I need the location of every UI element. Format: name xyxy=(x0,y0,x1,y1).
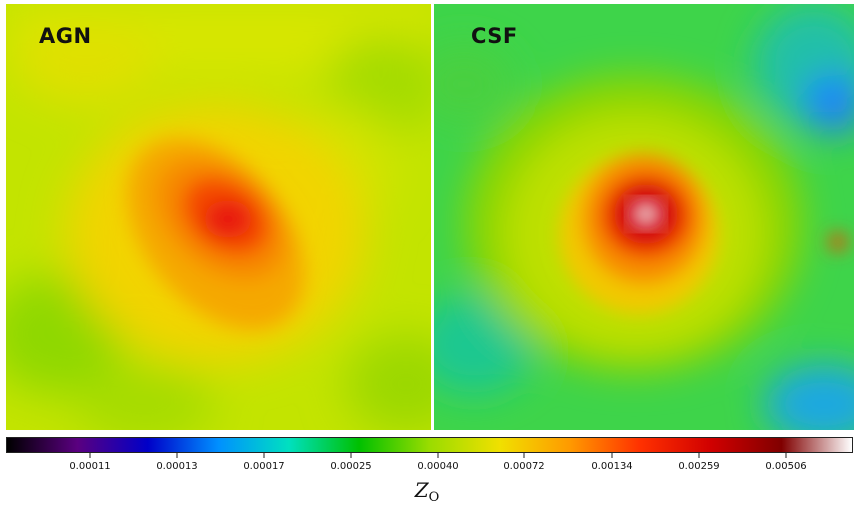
colorbar-tick-label: 0.00134 xyxy=(591,461,633,472)
csf-metallicity-map: CSF xyxy=(434,4,854,430)
colorbar-tick-label: 0.00013 xyxy=(156,461,198,472)
colorbar-ticks xyxy=(89,453,787,458)
colorbar-tick-label: 0.00040 xyxy=(417,461,459,472)
colorbar-tick-label: 0.00025 xyxy=(330,461,372,472)
agn-metallicity-map: AGN xyxy=(6,4,431,430)
colorbar-title: ZO xyxy=(0,478,854,505)
colorbar-tick-label: 0.00011 xyxy=(69,461,111,472)
colorbar-tick-label: 0.00506 xyxy=(765,461,807,472)
csf-map-image xyxy=(434,4,854,430)
panel-divider xyxy=(431,4,434,430)
colorbar-tick-label: 0.00072 xyxy=(503,461,545,472)
colorbar xyxy=(6,437,853,453)
colorbar-tick-label: 0.00017 xyxy=(243,461,285,472)
colorbar-title-symbol: Z xyxy=(414,478,429,502)
csf-label: CSF xyxy=(471,24,518,48)
colorbar-tick-label: 0.00259 xyxy=(678,461,720,472)
agn-map-image xyxy=(6,4,431,430)
agn-label: AGN xyxy=(39,24,92,48)
colorbar-title-subscript: O xyxy=(428,490,440,505)
